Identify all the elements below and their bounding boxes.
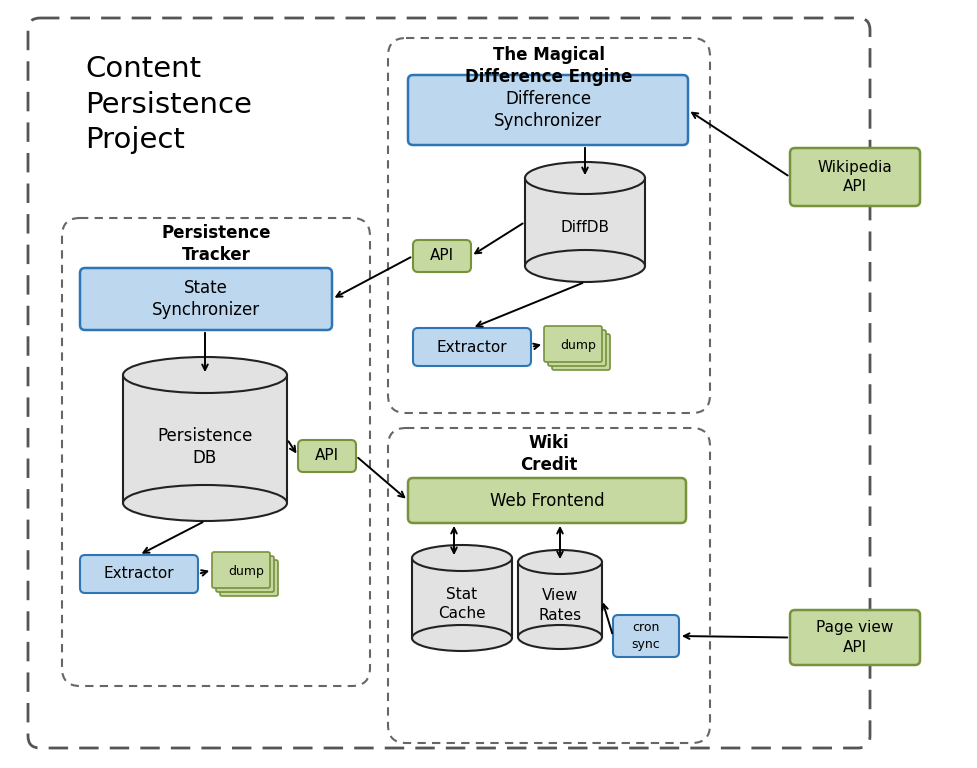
Text: Extractor: Extractor: [104, 567, 174, 581]
FancyBboxPatch shape: [412, 328, 531, 366]
Ellipse shape: [123, 485, 286, 521]
Text: State
Synchronizer: State Synchronizer: [151, 279, 260, 319]
FancyBboxPatch shape: [220, 560, 277, 596]
Text: API: API: [430, 249, 453, 263]
FancyBboxPatch shape: [412, 240, 471, 272]
Text: Wikipedia
API: Wikipedia API: [817, 160, 891, 194]
FancyBboxPatch shape: [216, 556, 274, 592]
FancyBboxPatch shape: [407, 478, 685, 523]
Text: Persistence
Tracker: Persistence Tracker: [161, 223, 271, 264]
FancyBboxPatch shape: [80, 268, 331, 330]
Text: Persistence
DB: Persistence DB: [157, 426, 252, 468]
FancyBboxPatch shape: [789, 610, 919, 665]
Text: Extractor: Extractor: [437, 339, 507, 355]
FancyBboxPatch shape: [543, 326, 602, 362]
Ellipse shape: [518, 550, 602, 574]
Text: dump: dump: [228, 564, 264, 578]
Text: cron
sync: cron sync: [631, 621, 659, 650]
FancyBboxPatch shape: [547, 330, 606, 366]
Bar: [518, 562, 602, 637]
FancyBboxPatch shape: [212, 552, 270, 588]
Bar: [525, 178, 645, 266]
Ellipse shape: [411, 625, 512, 651]
Ellipse shape: [525, 250, 645, 282]
Text: DiffDB: DiffDB: [560, 220, 609, 236]
Text: Page view
API: Page view API: [816, 621, 893, 654]
FancyBboxPatch shape: [613, 615, 678, 657]
Ellipse shape: [123, 357, 286, 393]
Text: Content
Persistence
Project: Content Persistence Project: [85, 55, 252, 154]
FancyBboxPatch shape: [551, 334, 610, 370]
Text: API: API: [315, 449, 339, 464]
Ellipse shape: [525, 162, 645, 194]
Ellipse shape: [411, 545, 512, 571]
Ellipse shape: [518, 625, 602, 649]
Text: Difference
Synchronizer: Difference Synchronizer: [493, 90, 602, 131]
FancyBboxPatch shape: [298, 440, 356, 472]
Text: View
Rates: View Rates: [538, 588, 581, 623]
Text: Wiki
Credit: Wiki Credit: [520, 434, 577, 475]
Text: Web Frontend: Web Frontend: [489, 492, 604, 509]
FancyBboxPatch shape: [789, 148, 919, 206]
Bar: [123, 375, 286, 503]
FancyBboxPatch shape: [80, 555, 197, 593]
FancyBboxPatch shape: [407, 75, 687, 145]
Bar: [411, 558, 512, 638]
Text: Stat
Cache: Stat Cache: [438, 587, 486, 621]
Text: dump: dump: [560, 339, 595, 352]
Text: The Magical
Difference Engine: The Magical Difference Engine: [465, 45, 632, 87]
